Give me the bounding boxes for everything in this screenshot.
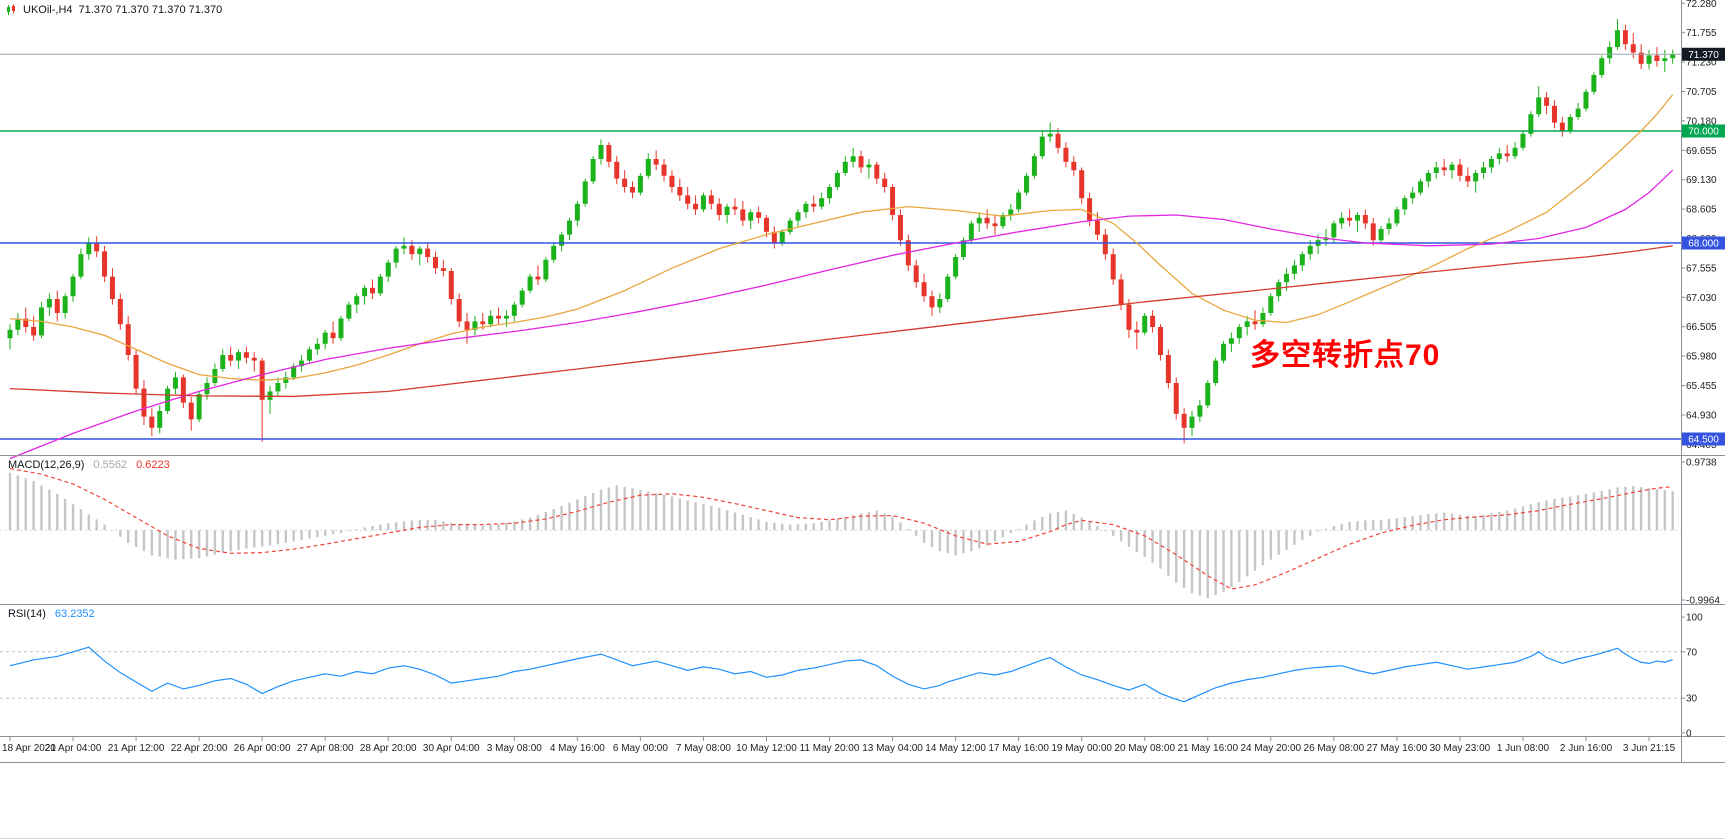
rsi-layer [0, 646, 1681, 703]
svg-text:14 May 12:00: 14 May 12:00 [925, 743, 986, 754]
trade-annotation[interactable]: 多空转折点70 [1250, 339, 1441, 372]
svg-text:64.930: 64.930 [1686, 410, 1717, 421]
svg-text:4 May 16:00: 4 May 16:00 [550, 743, 605, 754]
svg-text:17 May 16:00: 17 May 16:00 [988, 743, 1049, 754]
svg-text:3 Jun 21:15: 3 Jun 21:15 [1623, 743, 1676, 754]
chart-symbol-icon [7, 4, 15, 15]
svg-text:68.000: 68.000 [1688, 239, 1719, 250]
symbol-header: UKOil-,H4 71.370 71.370 71.370 71.370 [5, 4, 222, 16]
svg-text:70.705: 70.705 [1686, 87, 1717, 98]
svg-text:70.000: 70.000 [1688, 127, 1719, 138]
ohlc-readout: 71.370 71.370 71.370 71.370 [78, 4, 223, 16]
svg-text:30: 30 [1686, 694, 1698, 705]
macd-axis: 0.9738 -0.9964 [1681, 458, 1720, 607]
svg-text:-0.9964: -0.9964 [1686, 596, 1720, 607]
svg-text:6 May 00:00: 6 May 00:00 [613, 743, 668, 754]
price-axis[interactable]: 72.280 71.755 71.230 70.705 70.180 69.655 69.1… [1681, 0, 1717, 451]
rsi-label: RSI(14) [8, 608, 46, 620]
svg-text:24 May 20:00: 24 May 20:00 [1240, 743, 1301, 754]
svg-text:10 May 12:00: 10 May 12:00 [736, 743, 797, 754]
svg-text:71.230: 71.230 [1686, 58, 1717, 69]
svg-text:27 May 16:00: 27 May 16:00 [1367, 743, 1428, 754]
svg-text:26 May 08:00: 26 May 08:00 [1304, 743, 1365, 754]
svg-text:3 May 08:00: 3 May 08:00 [487, 743, 542, 754]
svg-text:69.130: 69.130 [1686, 175, 1717, 186]
svg-text:20 May 08:00: 20 May 08:00 [1114, 743, 1175, 754]
svg-text:67.555: 67.555 [1686, 263, 1717, 274]
macd-label: MACD(12,26,9) [8, 459, 85, 471]
svg-text:72.280: 72.280 [1686, 0, 1717, 10]
svg-text:0: 0 [1686, 729, 1692, 740]
svg-text:30 May 23:00: 30 May 23:00 [1430, 743, 1491, 754]
svg-text:13 May 04:00: 13 May 04:00 [862, 743, 923, 754]
macd-signal-value: 0.6223 [136, 459, 170, 471]
svg-text:26 Apr 00:00: 26 Apr 00:00 [234, 743, 291, 754]
svg-text:11 May 20:00: 11 May 20:00 [800, 743, 860, 754]
svg-text:65.455: 65.455 [1686, 381, 1717, 392]
ma-line-magenta [9, 169, 1674, 460]
svg-text:27 Apr 08:00: 27 Apr 08:00 [297, 743, 354, 754]
svg-text:66.505: 66.505 [1686, 322, 1717, 333]
svg-text:64.500: 64.500 [1688, 435, 1719, 446]
symbol-title: UKOil-,H4 [23, 4, 73, 16]
svg-text:69.655: 69.655 [1686, 146, 1717, 157]
svg-text:65.980: 65.980 [1686, 352, 1717, 363]
ma-line-orange [9, 94, 1674, 381]
macd-layer [0, 467, 1681, 599]
horizontal-levels [0, 130, 1681, 440]
svg-text:22 Apr 20:00: 22 Apr 20:00 [171, 743, 228, 754]
svg-text:70.180: 70.180 [1686, 116, 1717, 127]
candles-layer [7, 19, 1676, 444]
svg-text:67.030: 67.030 [1686, 293, 1717, 304]
rsi-header: RSI(14) 63.2352 [8, 608, 95, 620]
macd-header: MACD(12,26,9) 0.5562 0.6223 [8, 459, 170, 471]
ma-line-red [9, 245, 1673, 398]
svg-text:70: 70 [1686, 647, 1698, 658]
svg-text:0.9738: 0.9738 [1686, 458, 1717, 469]
svg-text:21 Apr 12:00: 21 Apr 12:00 [108, 743, 165, 754]
svg-text:68.605: 68.605 [1686, 205, 1717, 216]
svg-text:100: 100 [1686, 613, 1703, 624]
macd-main-value: 0.5562 [93, 459, 128, 471]
svg-text:71.370: 71.370 [1688, 50, 1719, 61]
rsi-value: 63.2352 [54, 608, 95, 620]
svg-text:21 May 16:00: 21 May 16:00 [1177, 743, 1238, 754]
svg-text:2 Jun 16:00: 2 Jun 16:00 [1560, 743, 1613, 754]
rsi-axis: 100 70 30 0 [1681, 613, 1703, 740]
svg-text:19 May 00:00: 19 May 00:00 [1051, 743, 1112, 754]
svg-text:18 Apr 2021: 18 Apr 2021 [2, 743, 56, 754]
svg-text:30 Apr 04:00: 30 Apr 04:00 [423, 743, 480, 754]
svg-text:20 Apr 04:00: 20 Apr 04:00 [45, 743, 102, 754]
svg-text:71.755: 71.755 [1686, 28, 1717, 39]
price-tags: 71.370 70.000 68.000 64.500 [1682, 47, 1725, 446]
svg-text:1 Jun 08:00: 1 Jun 08:00 [1497, 743, 1550, 754]
svg-text:7 May 08:00: 7 May 08:00 [676, 743, 731, 754]
svg-text:28 Apr 20:00: 28 Apr 20:00 [360, 743, 417, 754]
